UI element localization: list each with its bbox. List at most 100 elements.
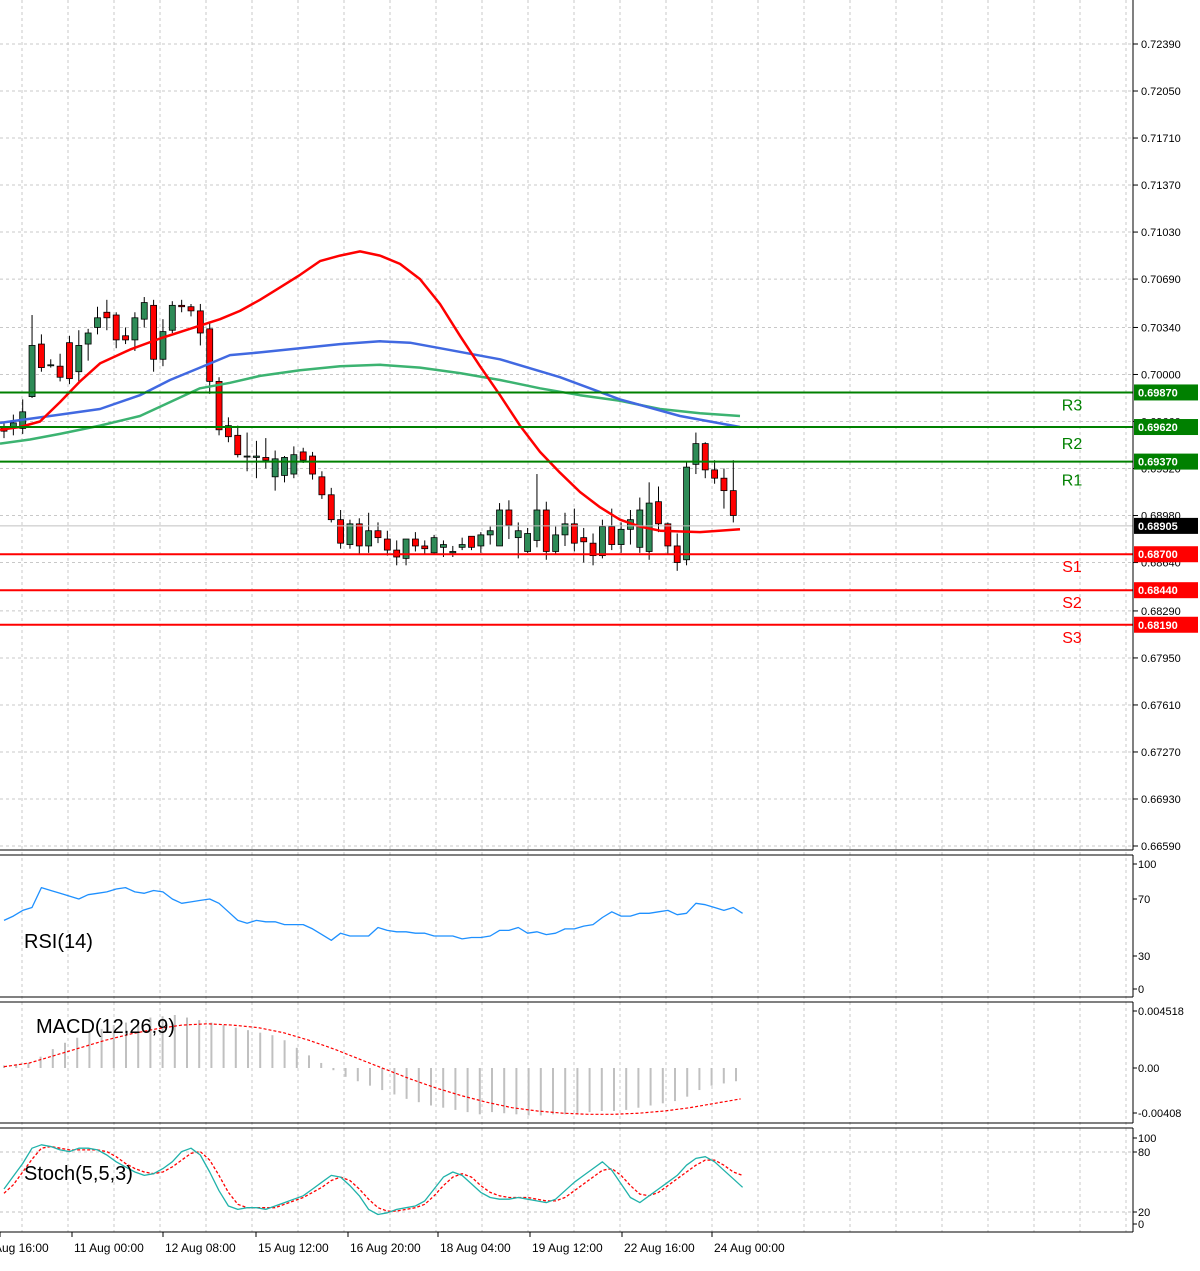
candle-bull bbox=[253, 455, 260, 458]
candle-bear bbox=[374, 530, 382, 539]
y-tick-label: 0.66590 bbox=[1141, 841, 1181, 853]
candle-bull bbox=[28, 345, 36, 398]
candle-bull bbox=[486, 530, 494, 536]
y-tick-label: 0.67950 bbox=[1141, 653, 1181, 665]
candle-bull bbox=[496, 509, 503, 547]
current-price-tag bbox=[1134, 517, 1198, 534]
x-tick-label: 19 Aug 12:00 bbox=[532, 1241, 603, 1255]
rsi-label: RSI(14) bbox=[24, 931, 93, 953]
candle-bull bbox=[683, 466, 690, 561]
level-price-tag bbox=[1134, 453, 1198, 470]
candle-bear bbox=[38, 343, 45, 368]
level-name-r2: R2 bbox=[1062, 436, 1083, 453]
candle-bull bbox=[84, 332, 92, 345]
macd-y-tick: -0.00408 bbox=[1138, 1108, 1181, 1120]
candle-bull bbox=[617, 528, 625, 545]
rsi-line bbox=[3, 886, 743, 941]
candle-bear bbox=[224, 425, 232, 438]
candle-bear bbox=[262, 457, 270, 461]
candle-bear bbox=[701, 443, 709, 471]
candle-bull bbox=[94, 317, 101, 328]
candle-bull bbox=[140, 302, 148, 320]
candle-bull bbox=[477, 534, 485, 547]
y-tick-label: 0.72390 bbox=[1141, 39, 1181, 51]
rsi-y-tick: 100 bbox=[1138, 859, 1156, 871]
price-panel: R3 R2 R1 S1 S2 S3 bbox=[0, 250, 1133, 647]
level-price-tag bbox=[1134, 384, 1198, 401]
candle-bear bbox=[215, 380, 223, 431]
y-tick-label: 0.71710 bbox=[1141, 133, 1181, 145]
stoch-y-tick: 100 bbox=[1138, 1133, 1156, 1145]
rsi-y-tick: 0 bbox=[1138, 984, 1144, 996]
candle-bull bbox=[514, 530, 522, 539]
candle-bull bbox=[365, 530, 373, 547]
candle-bear bbox=[421, 545, 429, 550]
candle-bear bbox=[337, 519, 345, 544]
level-price-label: 0.69620 bbox=[1138, 422, 1178, 434]
x-tick-label: 16 Aug 20:00 bbox=[350, 1241, 421, 1255]
x-tick-label: 24 Aug 00:00 bbox=[714, 1241, 785, 1255]
candle-bull bbox=[440, 544, 447, 548]
x-tick-label: 22 Aug 16:00 bbox=[624, 1241, 695, 1255]
stoch-y-tick: 80 bbox=[1138, 1147, 1150, 1159]
candle-bear bbox=[711, 469, 718, 479]
candle-bear bbox=[103, 311, 111, 319]
candle-bull bbox=[561, 523, 569, 536]
candle-bear bbox=[187, 306, 195, 312]
candle-bear bbox=[608, 526, 616, 545]
rsi-panel: RSI(14) bbox=[3, 886, 743, 953]
candle-bull bbox=[159, 331, 167, 360]
candle-bull bbox=[458, 544, 466, 548]
candle-bear bbox=[570, 523, 578, 544]
candle-bull bbox=[552, 534, 560, 552]
candle-bear bbox=[580, 537, 588, 543]
candle-bear bbox=[720, 477, 728, 492]
candle-bear bbox=[206, 328, 214, 382]
y-tick-label: 0.67270 bbox=[1141, 747, 1181, 759]
candle-bull bbox=[636, 509, 644, 548]
rsi-y-tick: 30 bbox=[1138, 951, 1150, 963]
candle-bull bbox=[47, 364, 55, 367]
level-price-tag bbox=[1134, 419, 1198, 436]
candle-bear bbox=[318, 476, 326, 496]
stoch-y-tick: 0 bbox=[1138, 1219, 1144, 1231]
ma-green-line bbox=[0, 363, 741, 445]
candle-bear bbox=[664, 523, 672, 547]
y-tick-label: 0.67610 bbox=[1141, 700, 1181, 712]
x-tick-label: 18 Aug 04:00 bbox=[440, 1241, 511, 1255]
candle-bull bbox=[281, 457, 288, 476]
grid-layer bbox=[0, 0, 1133, 1232]
candle-bear bbox=[56, 365, 64, 378]
candle-bear bbox=[729, 490, 737, 516]
candle-bull bbox=[599, 526, 606, 557]
y-tick-label: 0.68290 bbox=[1141, 606, 1181, 618]
candle-bear bbox=[234, 434, 242, 456]
ma-red-line bbox=[0, 250, 741, 534]
y-tick-label: 0.72050 bbox=[1141, 86, 1181, 98]
candle-bull bbox=[290, 454, 298, 475]
macd-y-tick: 0.00 bbox=[1138, 1063, 1159, 1075]
stoch-panel: Stoch(5,5,3) bbox=[0, 1144, 1133, 1216]
rsi-y-tick: 70 bbox=[1138, 894, 1150, 906]
macd-panel: MACD(12,26,9) bbox=[3, 1015, 741, 1116]
level-name-s1: S1 bbox=[1062, 559, 1082, 576]
candle-bull bbox=[168, 304, 176, 331]
level-name-r3: R3 bbox=[1062, 397, 1083, 414]
candle-bear bbox=[112, 314, 120, 341]
level-price-tag bbox=[1134, 546, 1198, 563]
level-price-label: 0.69870 bbox=[1138, 387, 1178, 399]
candle-bull bbox=[346, 523, 354, 545]
stoch-main-line bbox=[3, 1144, 744, 1216]
candle-bear bbox=[309, 455, 316, 475]
candle-bear bbox=[655, 501, 662, 525]
macd-signal-line bbox=[3, 1023, 741, 1115]
current-price-label: 0.68905 bbox=[1138, 521, 1178, 533]
candle-bear bbox=[383, 538, 391, 551]
level-price-label: 0.68700 bbox=[1138, 549, 1178, 561]
macd-label: MACD(12,26,9) bbox=[36, 1016, 175, 1038]
level-name-s2: S2 bbox=[1062, 595, 1082, 612]
level-name-s3: S3 bbox=[1062, 630, 1082, 647]
